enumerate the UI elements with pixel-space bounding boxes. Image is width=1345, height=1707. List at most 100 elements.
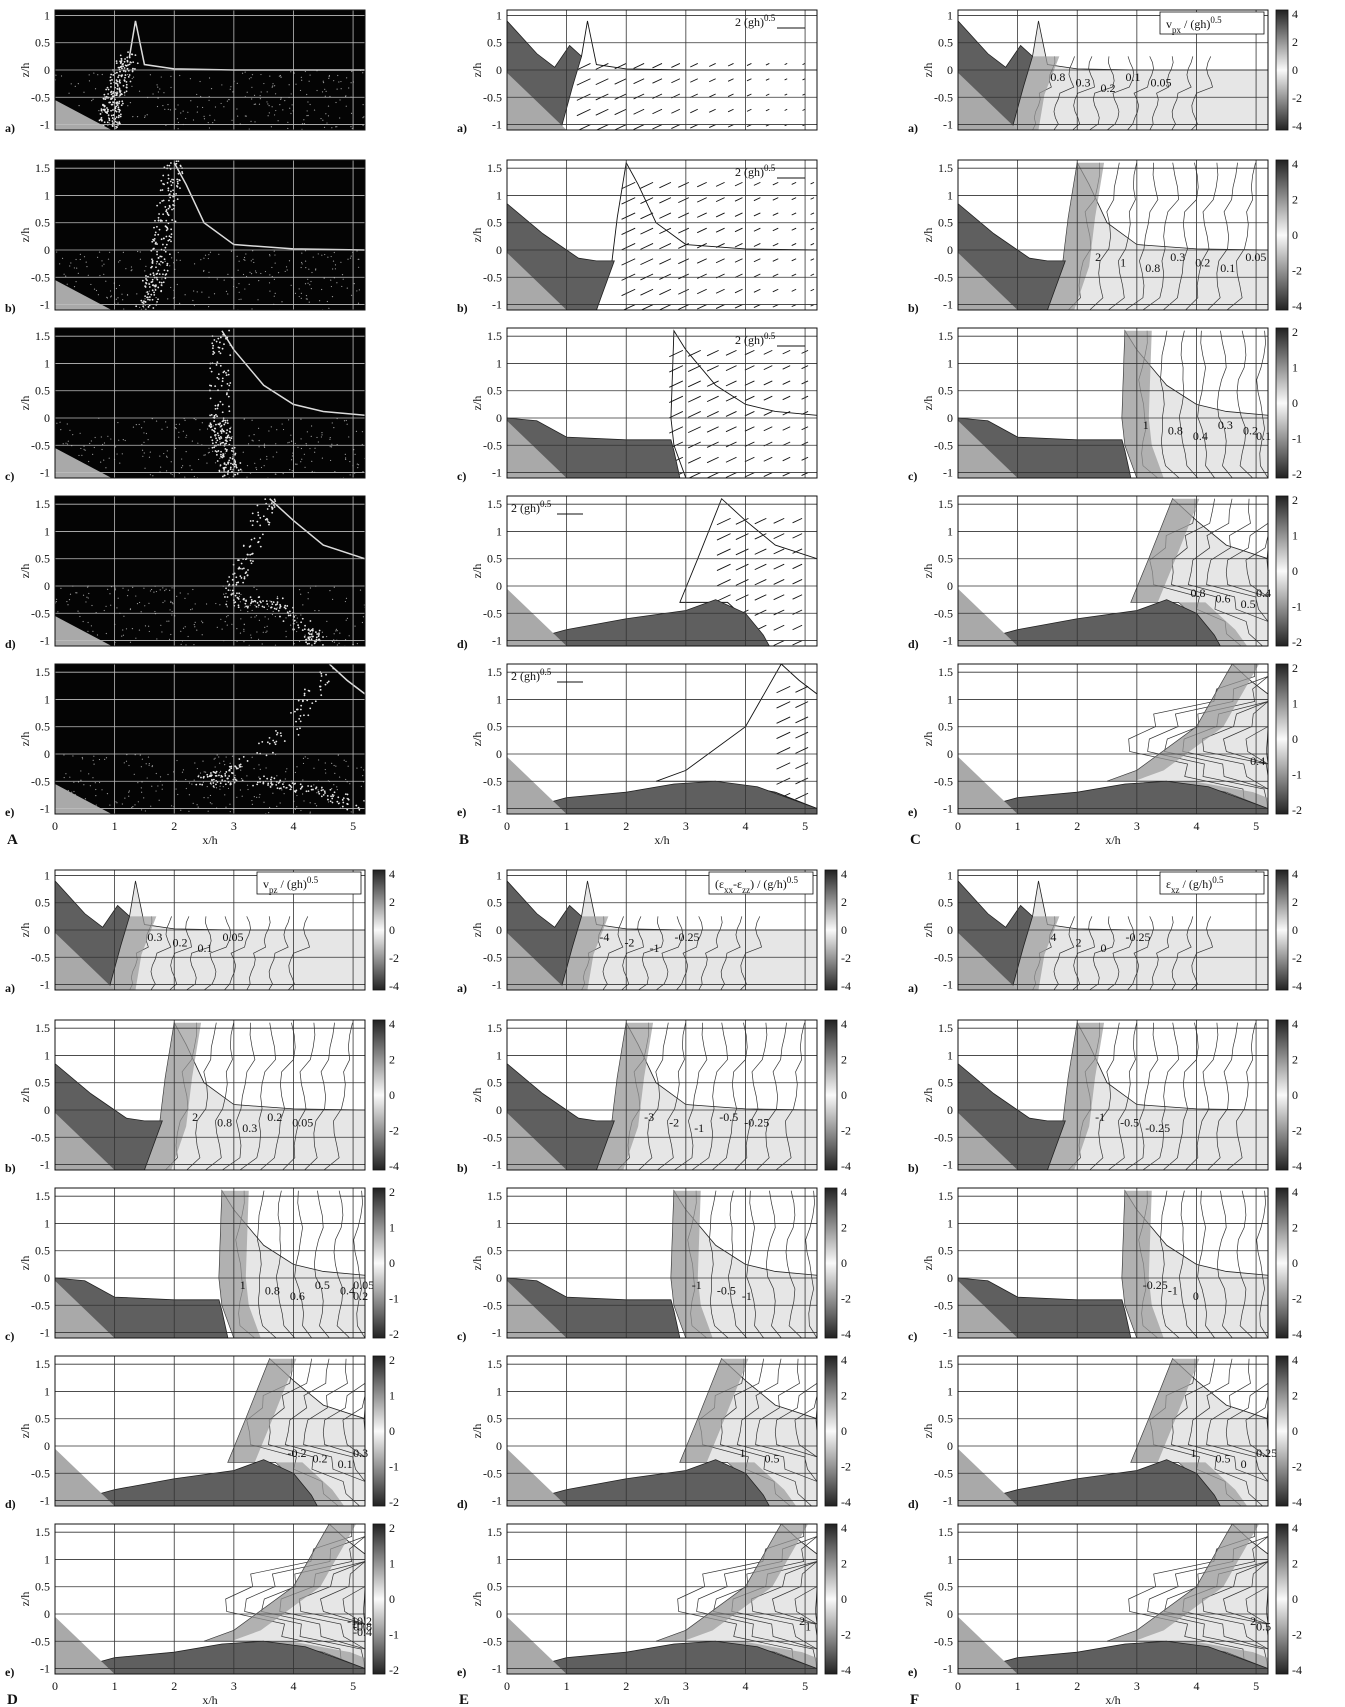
- y-tick-label: -0.5: [31, 774, 50, 788]
- contour-line: [794, 1358, 817, 1506]
- spray-particle: [262, 600, 264, 602]
- speckle: [338, 642, 340, 644]
- ramp: [958, 588, 1018, 646]
- spray-particle: [247, 569, 249, 571]
- colorbar-tick: -2: [389, 1124, 399, 1138]
- speckle: [144, 116, 146, 118]
- y-tick-label: 1: [44, 524, 50, 538]
- spray-particle: [118, 111, 121, 113]
- plot-area: [958, 664, 1268, 814]
- speckle: [132, 116, 134, 118]
- spray-particle: [315, 631, 317, 634]
- speckle: [340, 261, 342, 263]
- velocity-vector: [696, 181, 707, 188]
- contour-label: 1: [1120, 255, 1126, 269]
- contour-line: [1266, 664, 1268, 814]
- colorbar-scale: [372, 1019, 386, 1171]
- spray-particle: [116, 71, 118, 74]
- speckle: [258, 796, 260, 798]
- ramp: [958, 1280, 1018, 1338]
- spray-particle: [158, 281, 161, 284]
- colorbar-tick: 0: [1292, 1256, 1298, 1270]
- row-letter: d): [908, 637, 919, 651]
- speckle: [325, 113, 327, 115]
- speckle: [300, 438, 302, 440]
- spray-particle: [309, 620, 312, 622]
- spray-particle: [270, 502, 273, 505]
- speckle: [307, 114, 309, 117]
- speckle: [194, 762, 196, 764]
- spray-particle: [211, 439, 214, 442]
- spray-particle: [209, 367, 212, 370]
- speckle: [356, 767, 358, 769]
- speckle: [91, 604, 93, 607]
- speckle: [363, 769, 365, 771]
- speckle: [192, 119, 195, 121]
- spray-particle: [216, 361, 219, 364]
- speckle: [137, 801, 139, 803]
- speckle: [231, 119, 233, 121]
- speckle: [174, 447, 176, 449]
- colorbar-tick: 0: [1292, 63, 1298, 77]
- speckle: [131, 628, 134, 630]
- plot-area: [958, 328, 1268, 478]
- speckle: [315, 268, 317, 270]
- velocity-vector: [678, 258, 690, 265]
- spray-particle: [225, 771, 228, 773]
- speckle: [98, 758, 101, 761]
- spray-particle: [144, 300, 147, 303]
- velocity-vector: [595, 108, 609, 116]
- velocity-vector: [716, 579, 731, 587]
- velocity-vector: [765, 78, 770, 81]
- y-tick-label: -0.5: [934, 1634, 953, 1648]
- speckle: [332, 260, 335, 262]
- speckle: [177, 251, 179, 254]
- speckle: [251, 756, 253, 758]
- spray-particle: [170, 228, 173, 231]
- speckle: [185, 787, 187, 790]
- velocity-vector: [776, 685, 791, 694]
- speckle: [118, 284, 121, 287]
- spray-particle: [304, 624, 306, 627]
- contour-label: 1: [1143, 418, 1149, 432]
- speckle: [163, 92, 165, 94]
- velocity-vector: [652, 78, 663, 84]
- speckle: [333, 764, 335, 767]
- vector-scale: 2 (gh)0.5: [511, 667, 583, 683]
- speckle: [180, 643, 182, 645]
- spray-particle: [116, 126, 118, 129]
- spray-particle: [256, 504, 259, 507]
- panel-E: 10.50-0.5-1z/ha)(εxx-εzz) / (g/h)0.5-4 -2…: [457, 867, 851, 1707]
- spray-particle: [230, 449, 233, 452]
- speckle: [236, 628, 238, 630]
- speckle: [171, 587, 173, 589]
- spray-particle: [268, 742, 271, 745]
- speckle: [69, 429, 71, 431]
- velocity-vector: [754, 548, 767, 555]
- spray-particle: [249, 520, 252, 522]
- spray-particle: [235, 465, 238, 467]
- speckle: [196, 93, 198, 96]
- velocity-vector: [595, 63, 609, 70]
- spray-particle: [127, 51, 129, 54]
- plot-frame: [506, 663, 818, 815]
- spray-particle: [149, 312, 151, 314]
- title-text: vpz / (gh)0.5: [263, 875, 319, 895]
- spray-particle: [160, 284, 163, 286]
- subplot-D-a: 10.50-0.5-1z/ha)vpz / (gh)0.50.3 0.2 0.10.…: [5, 867, 399, 995]
- spray-particle: [250, 538, 253, 541]
- contour-label: 1: [240, 1278, 246, 1292]
- spray-particle: [111, 120, 114, 123]
- speckle: [121, 635, 123, 637]
- contour-line: [1216, 1190, 1233, 1338]
- speckle: [331, 127, 333, 129]
- speckle: [127, 73, 129, 76]
- x-tick-label: 1: [1015, 1679, 1021, 1693]
- y-axis-label: z/h: [921, 732, 935, 747]
- speckle: [262, 631, 264, 633]
- spray-particle: [217, 450, 220, 452]
- speckle: [282, 473, 284, 475]
- colorbar-tick: -4: [1292, 119, 1302, 133]
- speckle: [135, 595, 137, 597]
